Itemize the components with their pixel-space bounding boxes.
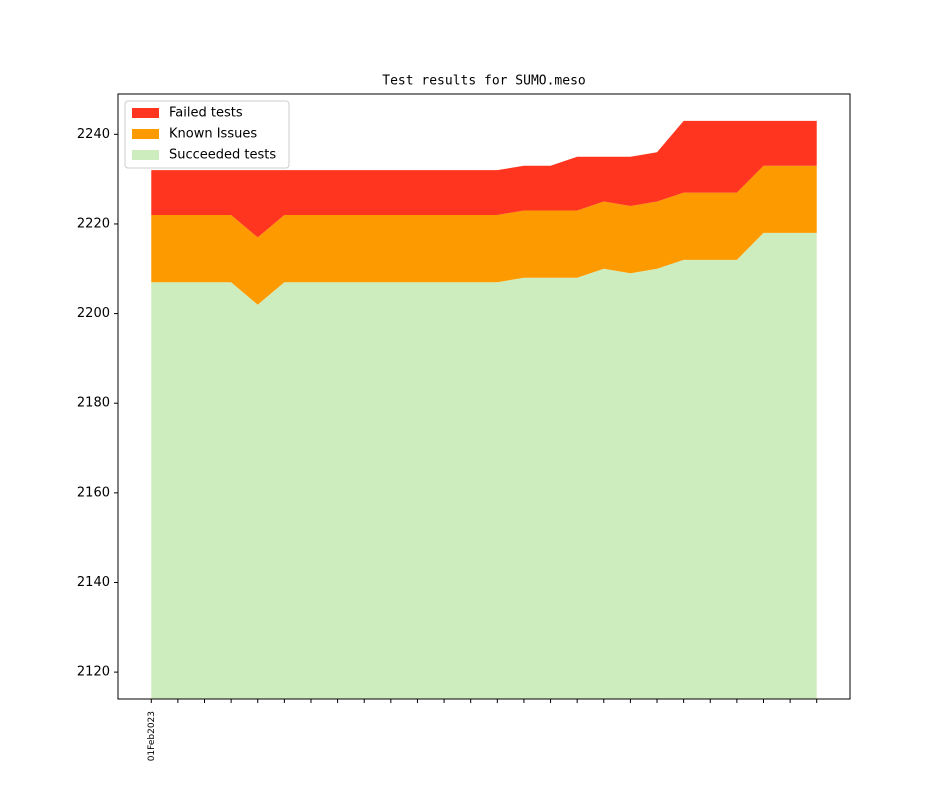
legend-label: Known Issues [169,127,257,142]
legend-label: Succeeded tests [169,148,276,163]
x-tick-label: 01Feb2023 [147,711,157,761]
legend-label: Failed tests [169,106,243,121]
legend-box [124,100,290,169]
plot-frame [117,93,851,700]
area [151,165,817,305]
legend-swatch [132,108,159,118]
legend-swatch [132,150,159,160]
legend: Failed tests Known Issues Succeeded tests [124,100,290,169]
y-tick-label: 2220 [77,216,110,231]
y-tick-label: 2140 [77,575,110,590]
area [151,232,817,700]
y-tick-label: 2240 [77,127,110,142]
y-tick-label: 2160 [77,485,110,500]
area [151,120,817,238]
y-tick-label: 2180 [77,396,110,411]
legend-swatch [132,129,159,139]
y-tick-label: 2200 [77,306,110,321]
y-tick-label: 2120 [77,665,110,680]
chart-title: Test results for SUMO.meso [382,74,586,89]
